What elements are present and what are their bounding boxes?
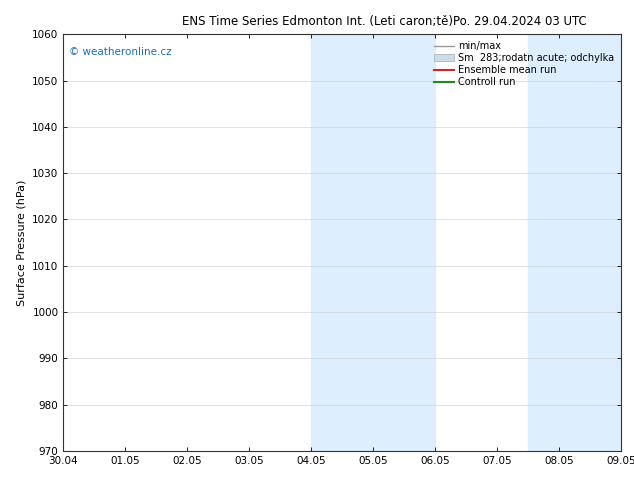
Y-axis label: Surface Pressure (hPa): Surface Pressure (hPa)	[16, 179, 27, 306]
Text: © weatheronline.cz: © weatheronline.cz	[69, 47, 172, 57]
Legend: min/max, Sm  283;rodatn acute; odchylka, Ensemble mean run, Controll run: min/max, Sm 283;rodatn acute; odchylka, …	[432, 39, 616, 89]
Text: ENS Time Series Edmonton Int. (Leti caron;tě): ENS Time Series Edmonton Int. (Leti caro…	[181, 15, 453, 28]
Bar	[528, 34, 621, 451]
Text: Po. 29.04.2024 03 UTC: Po. 29.04.2024 03 UTC	[453, 15, 586, 28]
Bar	[311, 34, 436, 451]
